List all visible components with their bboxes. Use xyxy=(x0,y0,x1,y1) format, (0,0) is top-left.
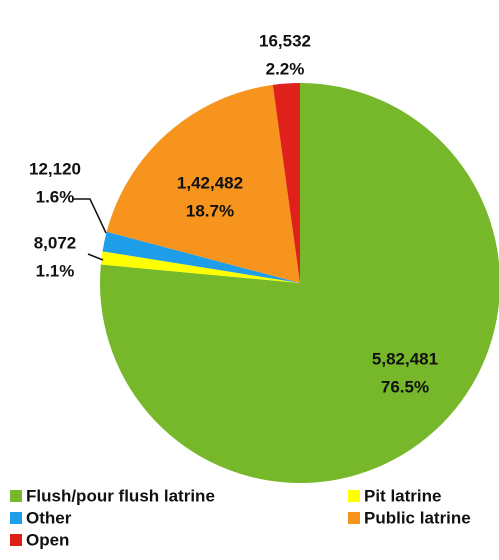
leader-line xyxy=(87,253,104,261)
pie-slice xyxy=(100,251,300,283)
percent-label: 2.2% xyxy=(266,59,305,78)
pie-slice xyxy=(102,231,300,283)
percent-label: 18.7% xyxy=(186,201,234,220)
data-label: 16,532 xyxy=(259,31,311,50)
legend-label: Open xyxy=(26,530,69,549)
legend-label: Flush/pour flush latrine xyxy=(26,486,215,505)
legend-label: Other xyxy=(26,508,72,527)
percent-label: 1.6% xyxy=(36,187,75,206)
legend-label: Public latrine xyxy=(364,508,471,527)
percent-label: 1.1% xyxy=(36,261,75,280)
legend-label: Pit latrine xyxy=(364,486,441,505)
leader-line xyxy=(72,198,107,234)
percent-label: 76.5% xyxy=(381,377,429,396)
data-label: 1,42,482 xyxy=(177,173,243,192)
data-label: 8,072 xyxy=(34,233,77,252)
pie-slice xyxy=(100,83,499,483)
legend-swatch xyxy=(348,490,360,502)
data-label: 12,120 xyxy=(29,159,81,178)
legend-swatch xyxy=(10,534,22,546)
legend-swatch xyxy=(10,490,22,502)
pie-slice xyxy=(272,83,300,283)
legend-swatch xyxy=(348,512,360,524)
pie-slice xyxy=(106,84,300,284)
legend-swatch xyxy=(10,512,22,524)
data-label: 5,82,481 xyxy=(372,349,438,368)
